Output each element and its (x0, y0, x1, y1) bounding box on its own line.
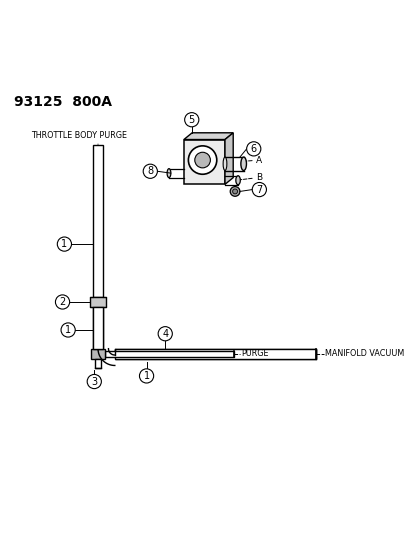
Circle shape (57, 237, 71, 251)
Circle shape (87, 375, 101, 389)
Text: 8: 8 (147, 166, 153, 176)
Circle shape (252, 182, 266, 197)
Polygon shape (183, 133, 233, 140)
Polygon shape (224, 133, 233, 184)
Bar (93, 349, 120, 376)
Text: THROTTLE BODY PURGE: THROTTLE BODY PURGE (31, 131, 126, 140)
Text: PURGE: PURGE (240, 350, 268, 358)
Circle shape (55, 295, 69, 309)
Text: 93125  800A: 93125 800A (14, 95, 112, 109)
Text: 2: 2 (59, 297, 66, 307)
Ellipse shape (240, 157, 246, 171)
Text: 3: 3 (91, 376, 97, 386)
Text: MANIFOLD VACUUM: MANIFOLD VACUUM (324, 350, 403, 358)
Text: B: B (255, 173, 261, 182)
Ellipse shape (235, 176, 240, 185)
Circle shape (61, 323, 75, 337)
Text: 5: 5 (188, 115, 195, 125)
Text: A: A (255, 156, 261, 165)
Bar (91, 349, 105, 359)
Text: 1: 1 (61, 239, 67, 249)
Polygon shape (98, 349, 114, 366)
Text: 4: 4 (162, 329, 168, 339)
Bar (90, 297, 106, 306)
Circle shape (158, 327, 172, 341)
Ellipse shape (167, 168, 171, 177)
Circle shape (184, 112, 198, 127)
Circle shape (230, 187, 240, 196)
Bar (93, 145, 103, 297)
Bar (93, 306, 103, 349)
Circle shape (188, 146, 216, 174)
Text: 1: 1 (65, 325, 71, 335)
Circle shape (194, 152, 210, 168)
Circle shape (143, 164, 157, 179)
Circle shape (246, 142, 260, 156)
Text: 6: 6 (250, 144, 256, 154)
Bar (183, 140, 224, 184)
Bar (114, 349, 316, 359)
Ellipse shape (223, 157, 226, 171)
Bar (93, 306, 103, 349)
Bar (95, 359, 101, 368)
Circle shape (139, 369, 153, 383)
Text: 1: 1 (143, 371, 149, 381)
Bar (105, 351, 234, 357)
Bar (114, 349, 316, 359)
Circle shape (232, 189, 237, 194)
Text: 7: 7 (256, 184, 262, 195)
